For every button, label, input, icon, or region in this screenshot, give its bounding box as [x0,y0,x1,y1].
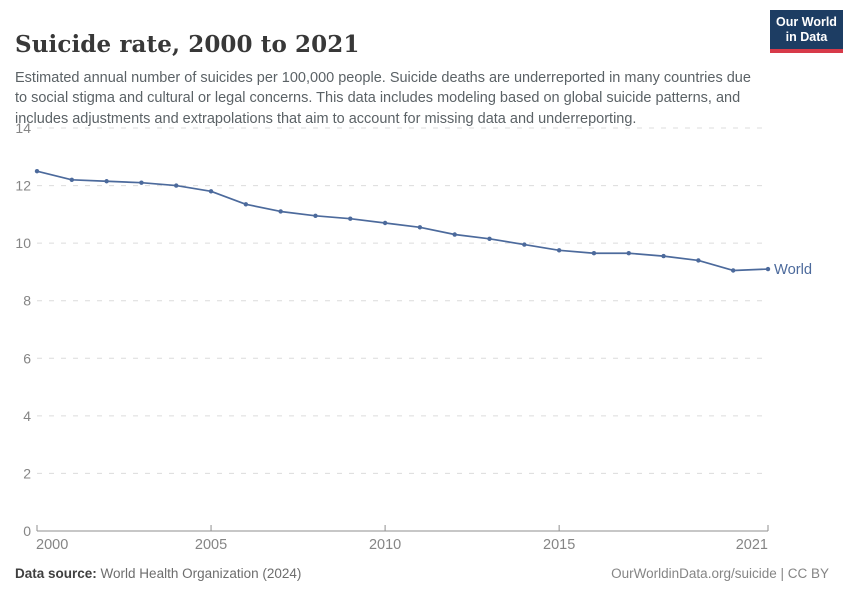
page-title: Suicide rate, 2000 to 2021 [15,31,360,59]
chart-area[interactable]: 0 2 4 6 8 10 12 14 2000 2005 2010 2015 2021 World [0,113,850,560]
chart-subtitle: Estimated annual number of suicides per … [15,69,751,127]
data-point[interactable] [139,180,144,185]
data-point[interactable] [278,209,283,214]
chart-line [36,170,769,272]
y-tick-label: 4 [23,408,31,424]
data-source-label: Data source: [15,566,97,581]
series-label[interactable]: World [774,262,812,278]
data-point[interactable] [104,179,109,184]
data-point[interactable] [696,258,701,263]
data-point[interactable] [382,220,388,226]
x-tick-label: 2000 [36,537,68,553]
data-point[interactable] [591,251,597,256]
credit-link[interactable]: OurWorldinData.org/suicide | CC BY [611,566,829,581]
data-source: Data source: World Health Organization (… [15,566,301,581]
x-tick-label: 2015 [543,537,575,553]
data-point[interactable] [730,268,736,273]
y-tick-label: 14 [15,120,31,136]
data-source-value: World Health Organization (2024) [100,566,302,581]
data-point[interactable] [34,168,40,174]
data-point[interactable] [556,248,562,253]
data-point[interactable] [452,232,457,237]
data-point[interactable] [765,266,771,272]
owid-logo-line1: Our World [776,15,837,29]
y-tick-label: 6 [23,350,31,366]
data-point[interactable] [522,242,527,247]
y-tick-label: 0 [23,523,31,539]
x-tick-label: 2010 [369,537,401,553]
owid-logo-line2: in Data [785,30,828,44]
data-point[interactable] [313,213,318,218]
data-point[interactable] [69,177,75,183]
x-tick-label: 2021 [736,537,768,553]
y-tick-label: 12 [15,178,31,194]
data-point[interactable] [417,225,423,230]
data-point[interactable] [174,183,179,188]
chart-svg: 0 2 4 6 8 10 12 14 2000 2005 2010 2015 2021 World [15,120,812,553]
chart-footer: Data source: World Health Organization (… [15,566,829,581]
data-point[interactable] [487,236,492,242]
data-point[interactable] [243,202,249,207]
x-tick-label: 2005 [195,537,227,553]
data-point[interactable] [348,216,353,221]
y-tick-label: 2 [23,465,31,481]
y-tick-label: 10 [15,235,31,251]
owid-logo[interactable]: Our World in Data [770,10,843,53]
data-point[interactable] [208,189,214,194]
y-tick-label: 8 [23,293,31,309]
data-point[interactable] [661,253,666,259]
data-point[interactable] [626,251,631,256]
